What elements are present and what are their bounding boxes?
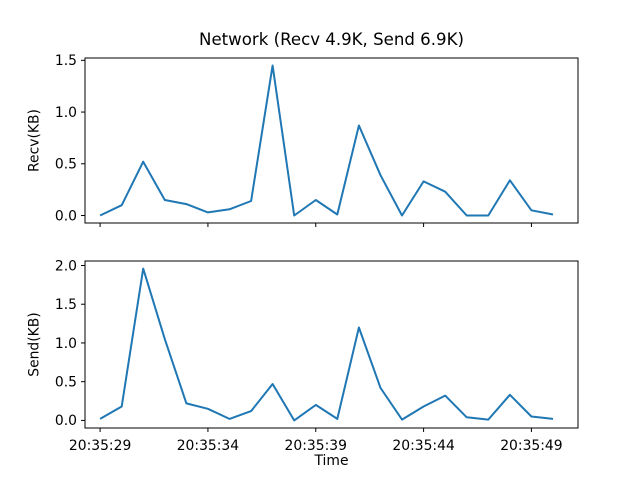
send-line [99, 267, 554, 422]
x-tick-label: 20:35:34 [177, 438, 240, 454]
y-tick-label: 0.0 [55, 208, 77, 224]
x-tick-label: 20:35:39 [285, 438, 347, 454]
x-tick-label: 20:35:44 [392, 438, 455, 454]
x-tick-label: 20:35:49 [500, 438, 562, 454]
y-tick-label: 1.5 [55, 297, 77, 313]
recv-y-axis-label: Recv(KB) [27, 109, 43, 172]
recv-line [99, 64, 554, 217]
send-subplot: 0.0 0.5 1.0 1.5 2.0 20:35:29 20:35:34 20:35:39 2… [55, 258, 579, 454]
x-axis-label: Time [314, 453, 349, 469]
chart-title: Network (Recv 4.9K, Send 6.9K) [199, 30, 464, 49]
y-tick-label: 1.0 [55, 336, 77, 352]
y-tick-label: 2.0 [55, 258, 77, 274]
y-tick-label: 0.5 [55, 374, 77, 390]
recv-axes-frame [84, 57, 579, 224]
y-tick-label: 0.5 [55, 157, 77, 173]
recv-subplot: 0.0 0.5 1.0 1.5 [55, 53, 579, 227]
y-tick-label: 1.5 [55, 53, 77, 69]
send-y-axis-label: Send(KB) [27, 312, 43, 376]
send-axes-frame [84, 260, 579, 429]
y-tick-label: 1.0 [55, 105, 77, 121]
y-tick-label: 0.0 [55, 413, 77, 429]
x-tick-label: 20:35:29 [69, 438, 131, 454]
